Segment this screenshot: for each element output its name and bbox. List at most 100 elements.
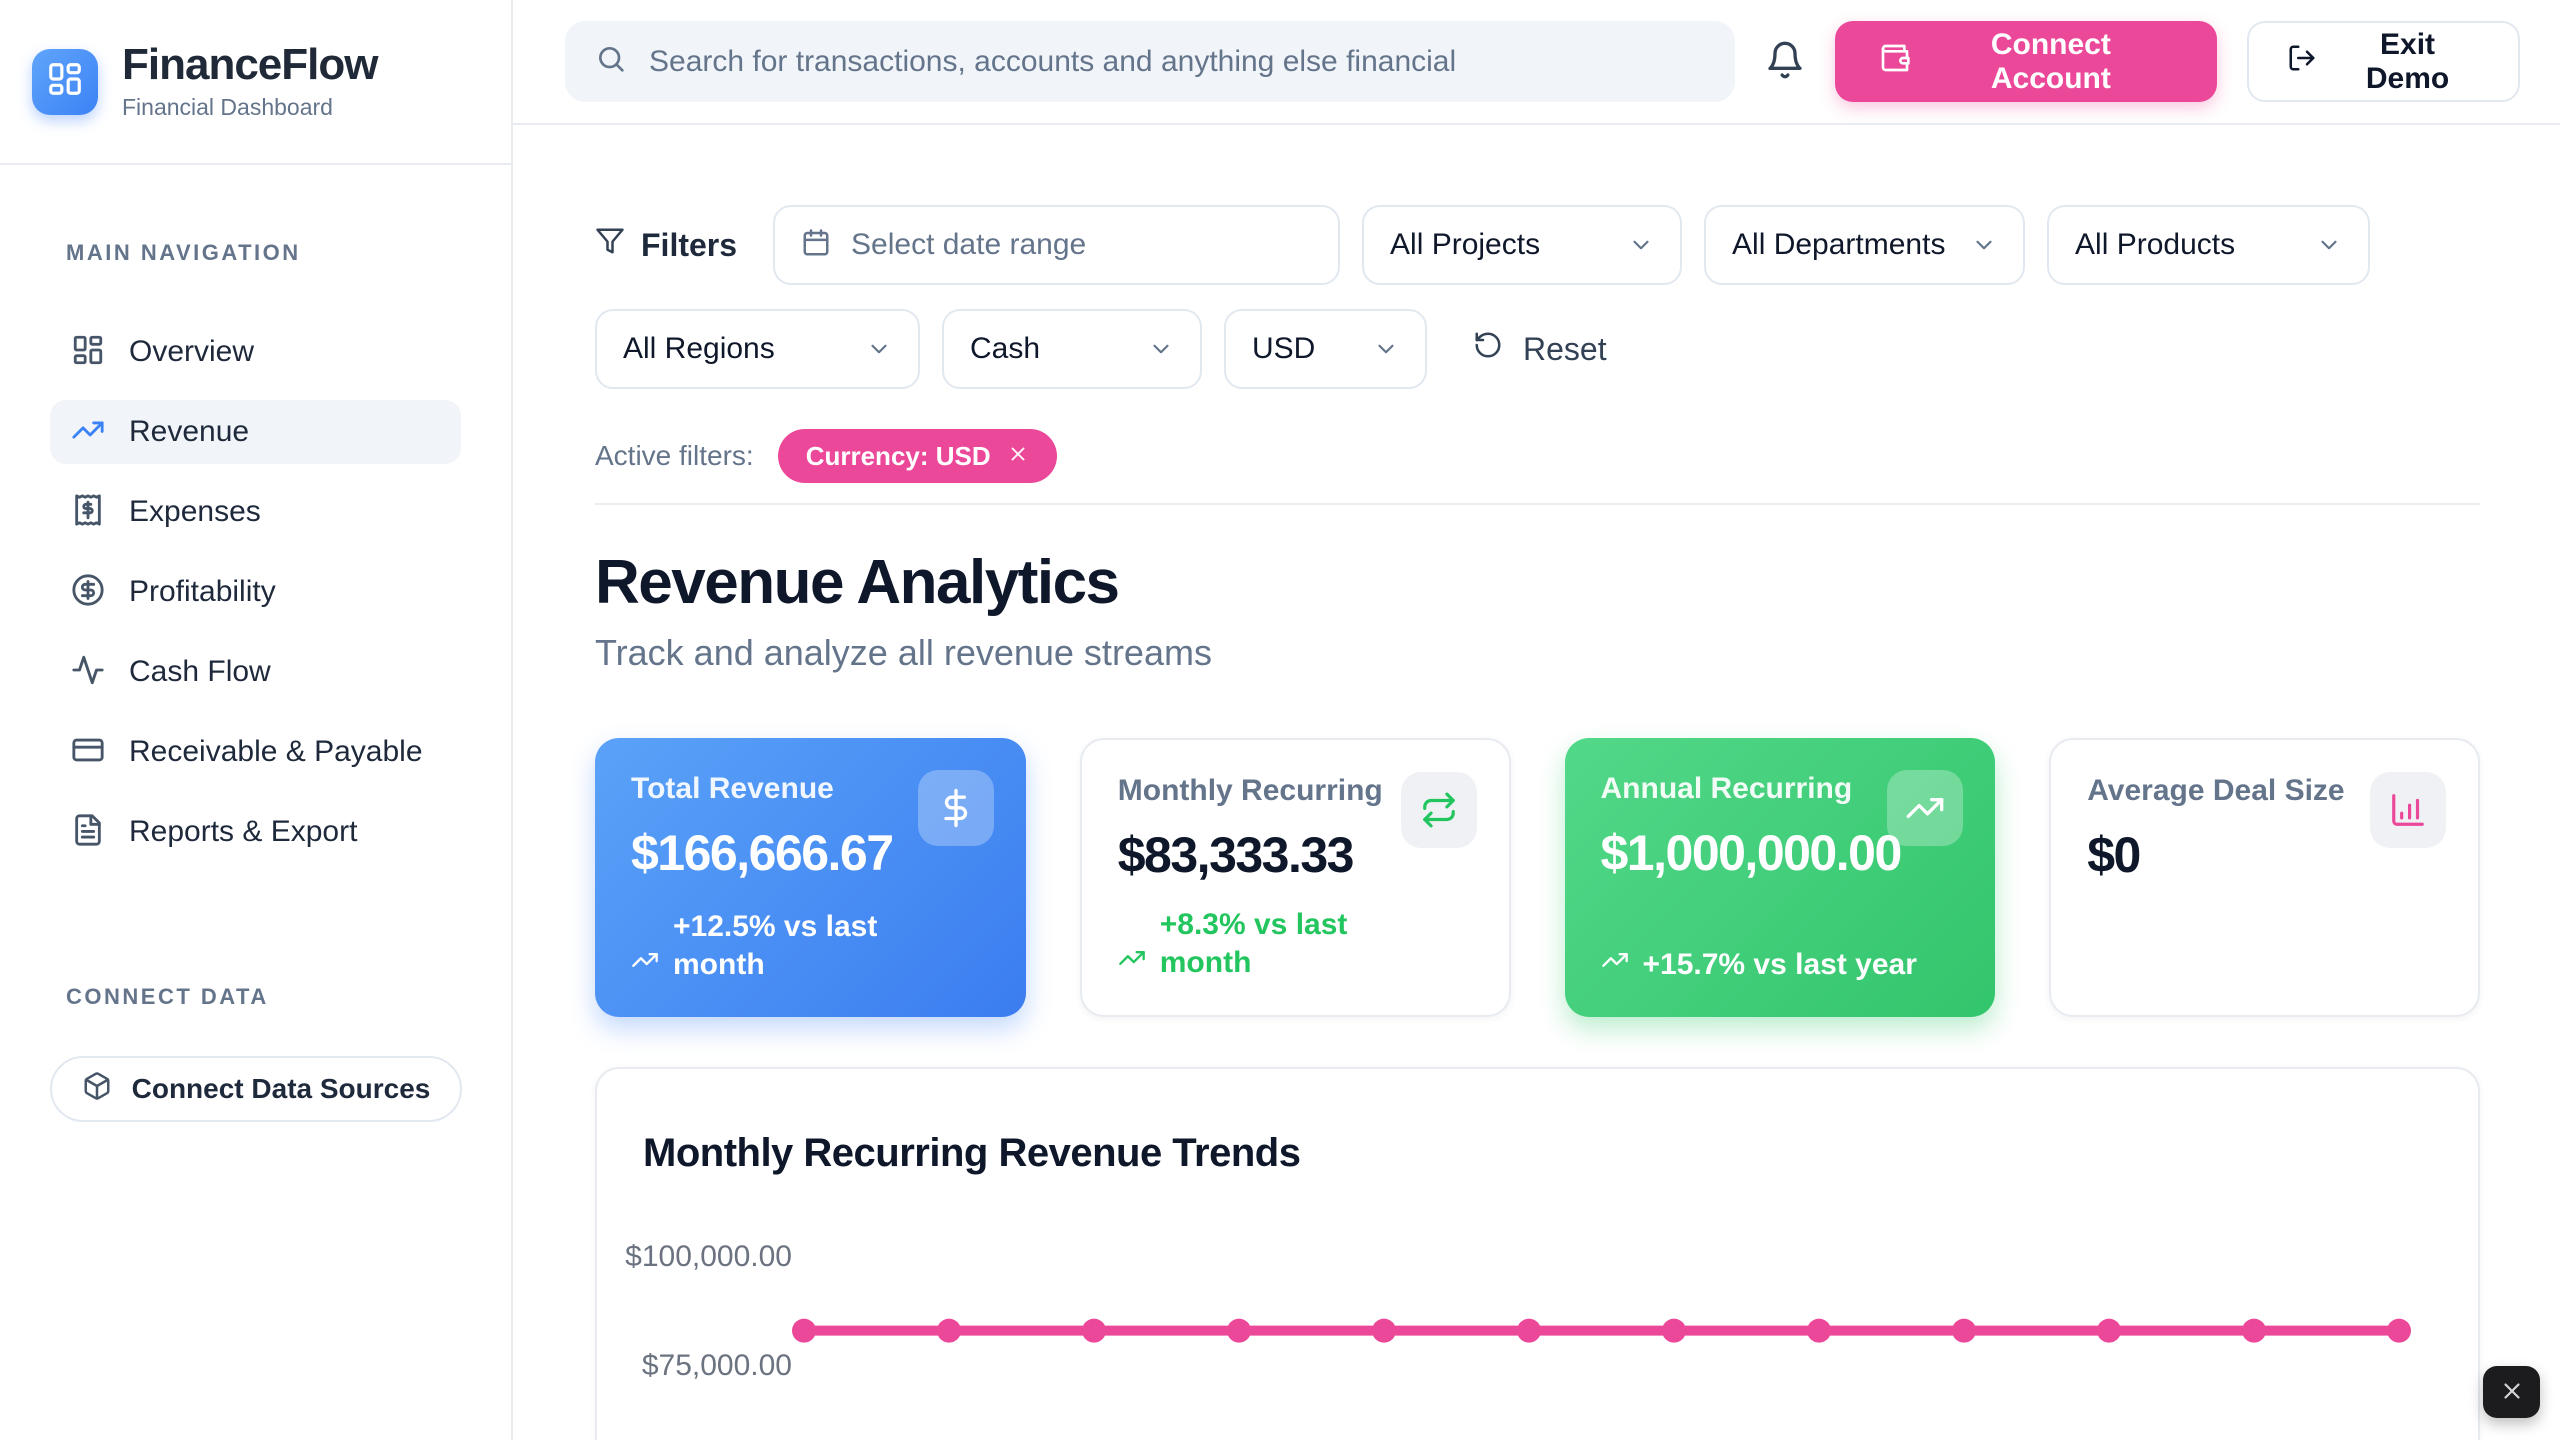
sidebar-item-revenue[interactable]: Revenue bbox=[50, 400, 461, 464]
reset-filters-button[interactable]: Reset bbox=[1473, 330, 1607, 368]
y-axis-tick-label: $100,000.00 bbox=[625, 1240, 792, 1273]
repeat-icon bbox=[1400, 772, 1477, 848]
sidebar-item-label: Revenue bbox=[129, 415, 250, 448]
chart-title: Monthly Recurring Revenue Trends bbox=[643, 1131, 1301, 1175]
app-logo bbox=[32, 48, 98, 115]
regions-dropdown[interactable]: All Regions bbox=[595, 309, 920, 389]
line-chart-plot bbox=[792, 1318, 2411, 1343]
active-filters-label: Active filters: bbox=[595, 440, 754, 471]
trending-up-icon bbox=[1601, 946, 1629, 984]
data-point-marker bbox=[2097, 1318, 2121, 1343]
close-icon bbox=[2499, 1378, 2525, 1407]
kpi-value: $1,000,000.00 bbox=[1600, 825, 1903, 881]
log-out-icon bbox=[2287, 43, 2317, 81]
sidebar-item-label: Reports & Export bbox=[129, 815, 358, 848]
notifications-button[interactable] bbox=[1765, 40, 1805, 83]
main-navigation-label: MAIN NAVIGATION bbox=[66, 240, 301, 265]
kpi-card-average-deal-size: Average Deal Size $0 bbox=[2049, 738, 2480, 1017]
connect-account-label: Connect Account bbox=[1990, 27, 2111, 95]
trending-up-icon bbox=[1118, 944, 1146, 982]
sidebar-item-cash-flow[interactable]: Cash Flow bbox=[50, 640, 461, 704]
kpi-delta: +8.3% vs last month bbox=[1118, 906, 1473, 981]
kpi-cards: Total Revenue $166,666.67 +12.5% vs last… bbox=[595, 738, 2480, 1017]
data-point-marker bbox=[1227, 1318, 1251, 1343]
sidebar-item-label: Cash Flow bbox=[129, 655, 271, 688]
date-range-placeholder: Select date range bbox=[851, 228, 1087, 261]
dashboard-icon bbox=[71, 333, 105, 372]
connect-account-button[interactable]: Connect Account bbox=[1834, 21, 2218, 102]
data-point-marker bbox=[1807, 1318, 1831, 1343]
dollar-circle-icon bbox=[71, 573, 105, 612]
package-icon bbox=[82, 1071, 112, 1108]
close-overlay-button[interactable] bbox=[2483, 1366, 2540, 1418]
kpi-card-annual-recurring: Annual Recurring $1,000,000.00 +15.7% vs… bbox=[1564, 738, 1996, 1017]
page-title: Revenue Analytics bbox=[595, 548, 1120, 617]
credit-card-icon bbox=[71, 733, 105, 772]
sidebar-item-overview[interactable]: Overview bbox=[50, 320, 461, 384]
sidebar-item-label: Expenses bbox=[129, 495, 261, 528]
brand: FinanceFlow Financial Dashboard bbox=[0, 0, 511, 165]
kpi-card-monthly-recurring: Monthly Recurring $83,333.33 +8.3% vs la… bbox=[1079, 738, 1511, 1017]
sidebar-item-receivable-payable[interactable]: Receivable & Payable bbox=[50, 720, 461, 784]
sidebar-item-label: Overview bbox=[129, 335, 255, 368]
search-input[interactable] bbox=[649, 44, 1705, 79]
chevron-down-icon bbox=[1628, 232, 1654, 258]
chevron-down-icon bbox=[2316, 232, 2342, 258]
rotate-ccw-icon bbox=[1473, 330, 1503, 368]
chevron-down-icon bbox=[1971, 232, 1997, 258]
active-filter-chip-currency[interactable]: Currency: USD bbox=[777, 429, 1057, 483]
data-point-marker bbox=[937, 1318, 961, 1343]
sidebar-item-profitability[interactable]: Profitability bbox=[50, 560, 461, 624]
y-axis-tick-label: $75,000.00 bbox=[641, 1349, 792, 1382]
page-subtitle: Track and analyze all revenue streams bbox=[595, 632, 1212, 673]
data-point-marker bbox=[2387, 1318, 2411, 1343]
reset-label: Reset bbox=[1523, 330, 1607, 367]
filter-funnel-icon bbox=[595, 226, 625, 264]
filters-section: Filters Select date range All Projects A… bbox=[595, 125, 2480, 505]
kpi-value: $83,333.33 bbox=[1117, 827, 1355, 883]
projects-dropdown[interactable]: All Projects bbox=[1362, 205, 1683, 285]
calendar-icon bbox=[801, 228, 831, 263]
currency-dropdown[interactable]: USD bbox=[1224, 309, 1427, 389]
activity-icon bbox=[71, 653, 105, 692]
data-point-marker bbox=[1372, 1318, 1396, 1343]
connect-data-sources-label: Connect Data Sources bbox=[131, 1073, 431, 1104]
trending-up-icon bbox=[631, 946, 659, 984]
sidebar-item-reports-export[interactable]: Reports & Export bbox=[50, 800, 461, 864]
mrr-line-chart: $100,000.00$75,000.00$50,000.00 bbox=[597, 1069, 2478, 1440]
sidebar-item-label: Profitability bbox=[129, 575, 276, 608]
global-search[interactable] bbox=[565, 21, 1735, 102]
data-point-marker bbox=[1662, 1318, 1686, 1343]
sidebar: FinanceFlow Financial Dashboard MAIN NAV… bbox=[0, 0, 513, 1440]
trending-up-icon bbox=[71, 413, 105, 452]
data-point-marker bbox=[1517, 1318, 1541, 1343]
chevron-down-icon bbox=[1148, 336, 1174, 362]
sidebar-item-expenses[interactable]: Expenses bbox=[50, 480, 461, 544]
data-point-marker bbox=[1082, 1318, 1106, 1343]
dashboard-logo-icon bbox=[46, 60, 84, 103]
departments-dropdown[interactable]: All Departments bbox=[1704, 205, 2026, 285]
exit-demo-button[interactable]: Exit Demo bbox=[2247, 21, 2520, 102]
connect-data-sources-button[interactable]: Connect Data Sources bbox=[50, 1056, 462, 1122]
trending-up-icon bbox=[1887, 770, 1964, 846]
data-point-marker bbox=[1952, 1318, 1976, 1343]
date-range-input[interactable]: Select date range bbox=[773, 205, 1341, 285]
chevron-down-icon bbox=[866, 336, 892, 362]
app-title: FinanceFlow bbox=[122, 39, 378, 89]
main-navigation: Overview Revenue Expenses Profitability … bbox=[0, 320, 511, 864]
close-icon[interactable] bbox=[1007, 441, 1029, 472]
top-bar: Connect Account Exit Demo bbox=[513, 0, 2560, 125]
kpi-card-total-revenue: Total Revenue $166,666.67 +12.5% vs last… bbox=[595, 738, 1026, 1017]
products-dropdown[interactable]: All Products bbox=[2047, 205, 2371, 285]
bell-icon bbox=[1765, 40, 1805, 83]
kpi-delta: +15.7% vs last year bbox=[1601, 946, 1960, 984]
file-text-icon bbox=[71, 813, 105, 852]
receipt-icon bbox=[71, 493, 105, 532]
dollar-icon bbox=[917, 770, 994, 846]
payment-method-dropdown[interactable]: Cash bbox=[942, 309, 1202, 389]
wallet-icon bbox=[1879, 42, 1911, 82]
filters-title: Filters bbox=[595, 226, 737, 264]
app-tagline: Financial Dashboard bbox=[122, 94, 333, 121]
connect-data-label: CONNECT DATA bbox=[66, 984, 269, 1009]
kpi-value: $0 bbox=[2087, 827, 2141, 883]
